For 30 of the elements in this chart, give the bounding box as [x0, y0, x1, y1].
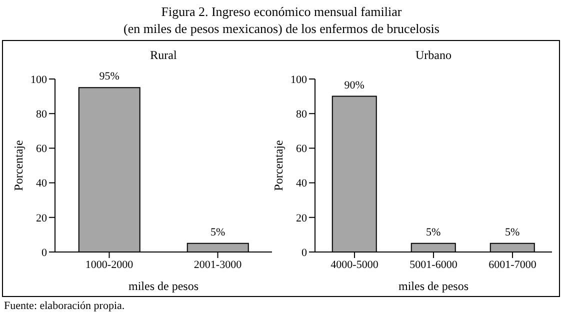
y-tick-label: 40 — [296, 178, 308, 190]
data-label: 5% — [210, 226, 226, 238]
y-tick-label: 60 — [296, 143, 308, 156]
y-tick-label: 100 — [30, 74, 48, 86]
data-label: 90% — [344, 79, 364, 92]
y-tick-label: 0 — [302, 246, 308, 259]
y-axis-title: Porcentaje — [11, 140, 26, 191]
x-tick-label: 2001-3000 — [194, 258, 242, 271]
y-tick-label: 40 — [36, 178, 48, 190]
x-axis-title: miles de pesos — [398, 279, 469, 293]
x-tick-label: 4000-5000 — [330, 258, 379, 271]
x-tick-label: 5001-6000 — [410, 258, 458, 271]
data-label: 95% — [99, 70, 120, 83]
data-label: 5% — [505, 226, 520, 238]
y-axis-title: Porcentaje — [271, 140, 286, 191]
data-label: 5% — [426, 226, 441, 238]
x-axis-title: miles de pesos — [128, 279, 199, 293]
y-tick-label: 20 — [36, 212, 48, 224]
source-note: Fuente: elaboración propia. — [4, 300, 125, 312]
chart-title: Figura 2. Ingreso económico mensual familiar (en miles de pesos mexicanos) de los enfermos de brucelosis — [122, 3, 440, 37]
y-tick-label: 20 — [296, 212, 308, 224]
x-tick-label: 1000-2000 — [85, 258, 134, 271]
x-tick-label: 6001-7000 — [488, 258, 537, 271]
y-tick-label: 0 — [42, 246, 48, 259]
chart-subtitle: Urbano — [414, 48, 452, 63]
y-tick-label: 80 — [36, 108, 48, 121]
y-tick-label: 80 — [296, 108, 308, 121]
y-tick-label: 60 — [36, 143, 48, 156]
chart-subtitle: Rural — [149, 48, 178, 63]
y-tick-label: 100 — [290, 74, 308, 86]
